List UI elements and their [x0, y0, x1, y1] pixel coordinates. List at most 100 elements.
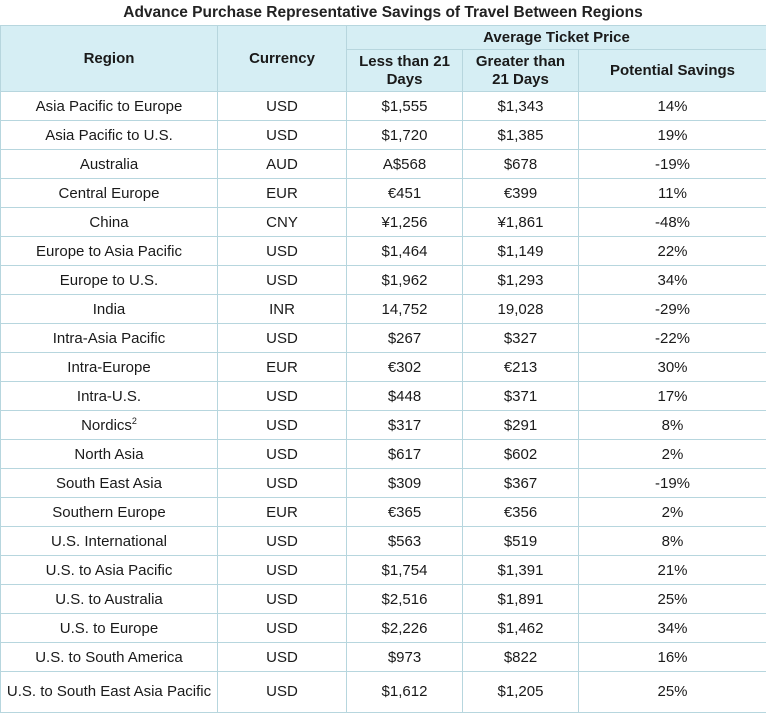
cell-region-text: Central Europe	[59, 185, 160, 202]
cell-potential-savings: 2%	[579, 498, 766, 527]
cell-less-than-21-days: €451	[347, 179, 463, 208]
cell-greater-than-21-days: $1,462	[463, 614, 579, 643]
cell-greater-than-21-days: $1,385	[463, 121, 579, 150]
cell-region: Southern Europe	[1, 498, 218, 527]
cell-less-than-21-days-text: €365	[388, 504, 421, 521]
cell-potential-savings-text: -22%	[655, 330, 690, 347]
cell-currency-text: USD	[266, 446, 298, 463]
cell-less-than-21-days-text: 14,752	[382, 301, 428, 318]
cell-region-text: U.S. to Europe	[60, 620, 158, 637]
cell-potential-savings-text: 19%	[657, 127, 687, 144]
cell-less-than-21-days-text: A$568	[383, 156, 426, 173]
cell-region-text: Intra-Europe	[67, 359, 150, 376]
table-row: North Asia USD $617 $602 2%	[1, 440, 766, 469]
cell-potential-savings: 34%	[579, 266, 766, 295]
cell-currency-text: USD	[266, 683, 298, 700]
cell-less-than-21-days: $1,612	[347, 672, 463, 713]
cell-greater-than-21-days-text: $822	[504, 649, 537, 666]
cell-region-text: Nordics	[81, 417, 132, 434]
cell-currency-text: USD	[266, 272, 298, 289]
cell-potential-savings: -19%	[579, 469, 766, 498]
cell-potential-savings-text: 21%	[657, 562, 687, 579]
cell-greater-than-21-days: $602	[463, 440, 579, 469]
table-header: Region Currency Average Ticket Price Les…	[1, 26, 766, 92]
footnote-marker: 2	[132, 416, 137, 426]
cell-greater-than-21-days: $678	[463, 150, 579, 179]
cell-less-than-21-days-text: $563	[388, 533, 421, 550]
cell-potential-savings: 19%	[579, 121, 766, 150]
cell-region-text: India	[93, 301, 126, 318]
savings-table: Region Currency Average Ticket Price Les…	[0, 25, 766, 713]
cell-greater-than-21-days: $327	[463, 324, 579, 353]
cell-potential-savings-text: 2%	[662, 446, 684, 463]
header-average-ticket-price: Average Ticket Price	[347, 26, 766, 50]
cell-currency-text: USD	[266, 243, 298, 260]
cell-region: Asia Pacific to U.S.	[1, 121, 218, 150]
cell-less-than-21-days: $2,516	[347, 585, 463, 614]
cell-potential-savings-text: 25%	[657, 683, 687, 700]
cell-currency: USD	[218, 266, 347, 295]
cell-potential-savings: -29%	[579, 295, 766, 324]
cell-currency: USD	[218, 614, 347, 643]
cell-region-text: U.S. to Asia Pacific	[46, 562, 173, 579]
cell-greater-than-21-days-text: $519	[504, 533, 537, 550]
cell-less-than-21-days-text: $1,612	[382, 683, 428, 700]
cell-potential-savings-text: 8%	[662, 533, 684, 550]
cell-region-text: North Asia	[74, 446, 143, 463]
cell-region: China	[1, 208, 218, 237]
table-row: Australia AUD A$568 $678 -19%	[1, 150, 766, 179]
cell-region: North Asia	[1, 440, 218, 469]
cell-region: Europe to Asia Pacific	[1, 237, 218, 266]
cell-greater-than-21-days: $1,149	[463, 237, 579, 266]
cell-less-than-21-days: $317	[347, 411, 463, 440]
cell-less-than-21-days-text: $2,226	[382, 620, 428, 637]
cell-currency-text: USD	[266, 475, 298, 492]
cell-currency-text: USD	[266, 127, 298, 144]
cell-potential-savings: 16%	[579, 643, 766, 672]
cell-less-than-21-days: $2,226	[347, 614, 463, 643]
cell-currency: CNY	[218, 208, 347, 237]
header-less-than-21-days: Less than 21 Days	[347, 50, 463, 92]
cell-greater-than-21-days: €356	[463, 498, 579, 527]
cell-currency: USD	[218, 556, 347, 585]
cell-region: Australia	[1, 150, 218, 179]
cell-potential-savings: 34%	[579, 614, 766, 643]
cell-greater-than-21-days: $1,343	[463, 92, 579, 121]
cell-greater-than-21-days-text: $1,205	[498, 683, 544, 700]
cell-currency: USD	[218, 440, 347, 469]
cell-potential-savings-text: 30%	[657, 359, 687, 376]
cell-greater-than-21-days: $1,891	[463, 585, 579, 614]
cell-currency: AUD	[218, 150, 347, 179]
cell-region: Intra-Europe	[1, 353, 218, 382]
cell-potential-savings-text: 34%	[657, 272, 687, 289]
cell-less-than-21-days-text: $267	[388, 330, 421, 347]
cell-region: Intra-U.S.	[1, 382, 218, 411]
cell-potential-savings: -19%	[579, 150, 766, 179]
cell-greater-than-21-days-text: ¥1,861	[498, 214, 544, 231]
cell-greater-than-21-days-text: €399	[504, 185, 537, 202]
cell-less-than-21-days-text: $2,516	[382, 591, 428, 608]
cell-currency-text: USD	[266, 533, 298, 550]
cell-potential-savings-text: 14%	[657, 98, 687, 115]
cell-less-than-21-days: $448	[347, 382, 463, 411]
cell-potential-savings-text: -19%	[655, 156, 690, 173]
cell-less-than-21-days-text: €302	[388, 359, 421, 376]
cell-greater-than-21-days: 19,028	[463, 295, 579, 324]
cell-region-text: Australia	[80, 156, 138, 173]
cell-less-than-21-days-text: $617	[388, 446, 421, 463]
table-title: Advance Purchase Representative Savings …	[0, 0, 766, 25]
cell-region-text: U.S. to South East Asia Pacific	[7, 683, 211, 700]
cell-potential-savings: 25%	[579, 585, 766, 614]
cell-less-than-21-days-text: $317	[388, 417, 421, 434]
cell-currency: USD	[218, 237, 347, 266]
cell-greater-than-21-days-text: $1,891	[498, 591, 544, 608]
cell-greater-than-21-days-text: $1,385	[498, 127, 544, 144]
cell-less-than-21-days: $309	[347, 469, 463, 498]
cell-greater-than-21-days: $1,293	[463, 266, 579, 295]
